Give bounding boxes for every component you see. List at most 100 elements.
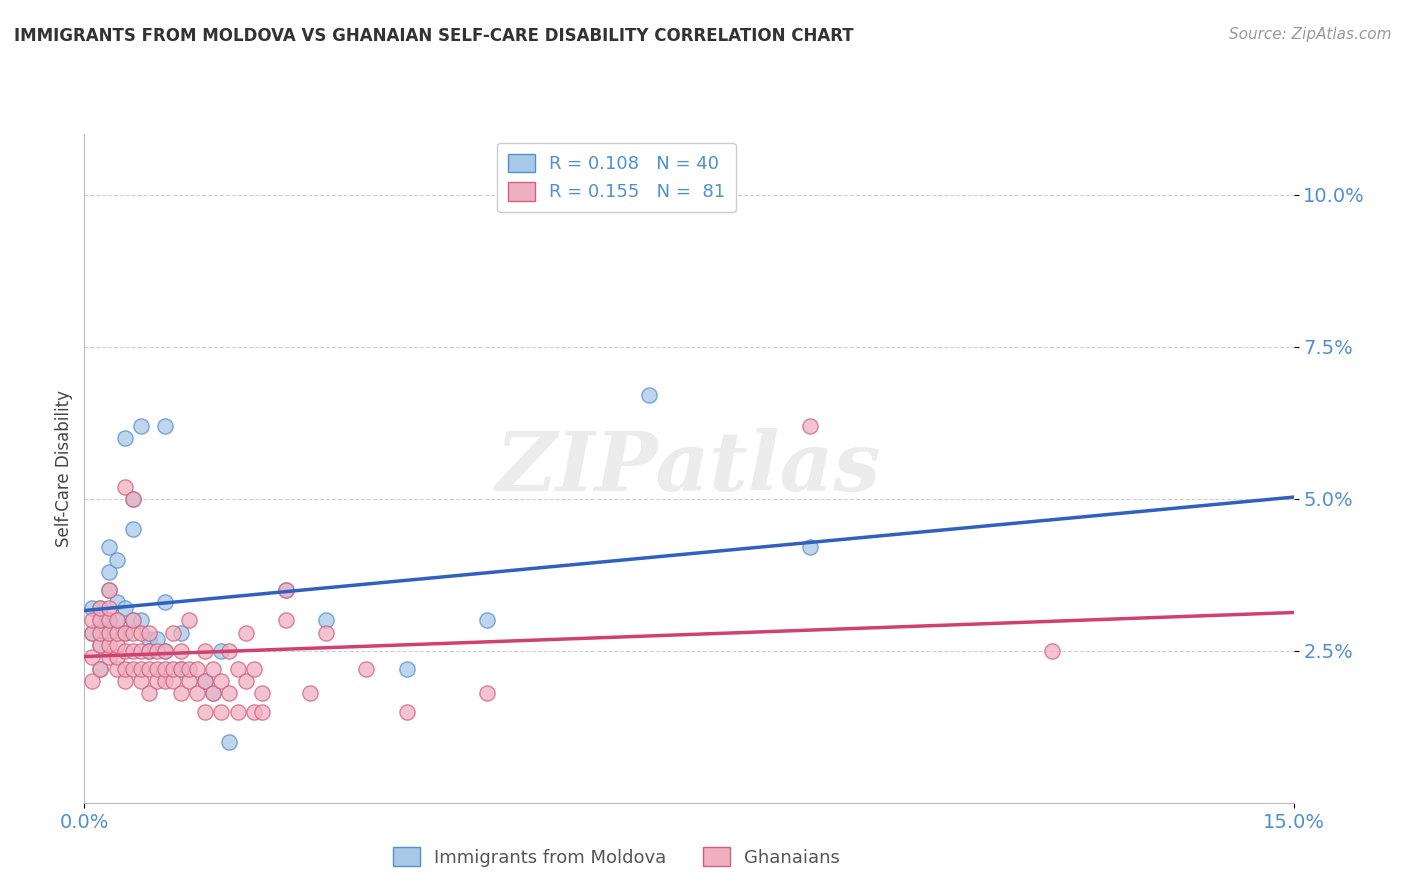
Point [121, 613, 143, 627]
Point [129, 644, 152, 658]
Point [97, 613, 120, 627]
Point [162, 625, 184, 640]
Point [97, 565, 120, 579]
Point [89, 638, 111, 652]
Point [153, 595, 176, 609]
Point [202, 686, 225, 700]
Point [194, 674, 217, 689]
Point [114, 601, 136, 615]
Point [82, 613, 104, 627]
Text: ZIPatlas: ZIPatlas [496, 428, 882, 508]
Point [97, 613, 120, 627]
Point [146, 632, 169, 646]
Point [121, 613, 143, 627]
Point [162, 662, 184, 676]
Point [202, 662, 225, 676]
Point [250, 705, 273, 719]
Point [637, 388, 659, 402]
Point [89, 662, 111, 676]
Point [114, 644, 136, 658]
Point [114, 674, 136, 689]
Point [194, 644, 217, 658]
Point [170, 644, 193, 658]
Point [146, 644, 169, 658]
Point [114, 479, 136, 493]
Text: IMMIGRANTS FROM MOLDOVA VS GHANAIAN SELF-CARE DISABILITY CORRELATION CHART: IMMIGRANTS FROM MOLDOVA VS GHANAIAN SELF… [14, 27, 853, 45]
Point [97, 582, 120, 597]
Point [477, 613, 499, 627]
Point [129, 674, 152, 689]
Point [121, 522, 143, 536]
Point [209, 705, 232, 719]
Point [138, 644, 160, 658]
Point [1040, 644, 1063, 658]
Point [97, 541, 120, 555]
Point [89, 613, 111, 627]
Point [114, 662, 136, 676]
Point [82, 649, 104, 664]
Point [170, 662, 193, 676]
Point [274, 613, 297, 627]
Point [129, 662, 152, 676]
Point [129, 418, 152, 433]
Point [153, 644, 176, 658]
Point [121, 644, 143, 658]
Point [89, 601, 111, 615]
Point [179, 613, 201, 627]
Point [146, 674, 169, 689]
Point [226, 705, 249, 719]
Point [129, 613, 152, 627]
Point [97, 649, 120, 664]
Point [82, 625, 104, 640]
Point [105, 613, 128, 627]
Point [153, 674, 176, 689]
Point [121, 491, 143, 506]
Point [121, 491, 143, 506]
Point [226, 662, 249, 676]
Point [299, 686, 322, 700]
Point [114, 625, 136, 640]
Point [218, 686, 240, 700]
Point [105, 625, 128, 640]
Point [153, 418, 176, 433]
Point [186, 686, 208, 700]
Point [274, 582, 297, 597]
Point [82, 674, 104, 689]
Point [179, 674, 201, 689]
Point [218, 735, 240, 749]
Point [121, 625, 143, 640]
Point [89, 601, 111, 615]
Point [97, 638, 120, 652]
Point [356, 662, 378, 676]
Point [218, 644, 240, 658]
Point [89, 638, 111, 652]
Point [138, 644, 160, 658]
Point [170, 686, 193, 700]
Point [202, 686, 225, 700]
Point [194, 674, 217, 689]
Point [194, 705, 217, 719]
Point [186, 662, 208, 676]
Point [105, 662, 128, 676]
Point [242, 662, 264, 676]
Point [153, 662, 176, 676]
Point [315, 613, 337, 627]
Point [114, 625, 136, 640]
Legend: Immigrants from Moldova, Ghanaians: Immigrants from Moldova, Ghanaians [385, 840, 848, 874]
Point [799, 541, 821, 555]
Point [129, 625, 152, 640]
Point [105, 595, 128, 609]
Point [89, 625, 111, 640]
Point [179, 662, 201, 676]
Y-axis label: Self-Care Disability: Self-Care Disability [55, 390, 73, 547]
Point [242, 705, 264, 719]
Point [235, 625, 257, 640]
Point [250, 686, 273, 700]
Point [105, 613, 128, 627]
Point [82, 601, 104, 615]
Point [395, 705, 418, 719]
Point [799, 418, 821, 433]
Point [105, 649, 128, 664]
Point [138, 662, 160, 676]
Point [138, 686, 160, 700]
